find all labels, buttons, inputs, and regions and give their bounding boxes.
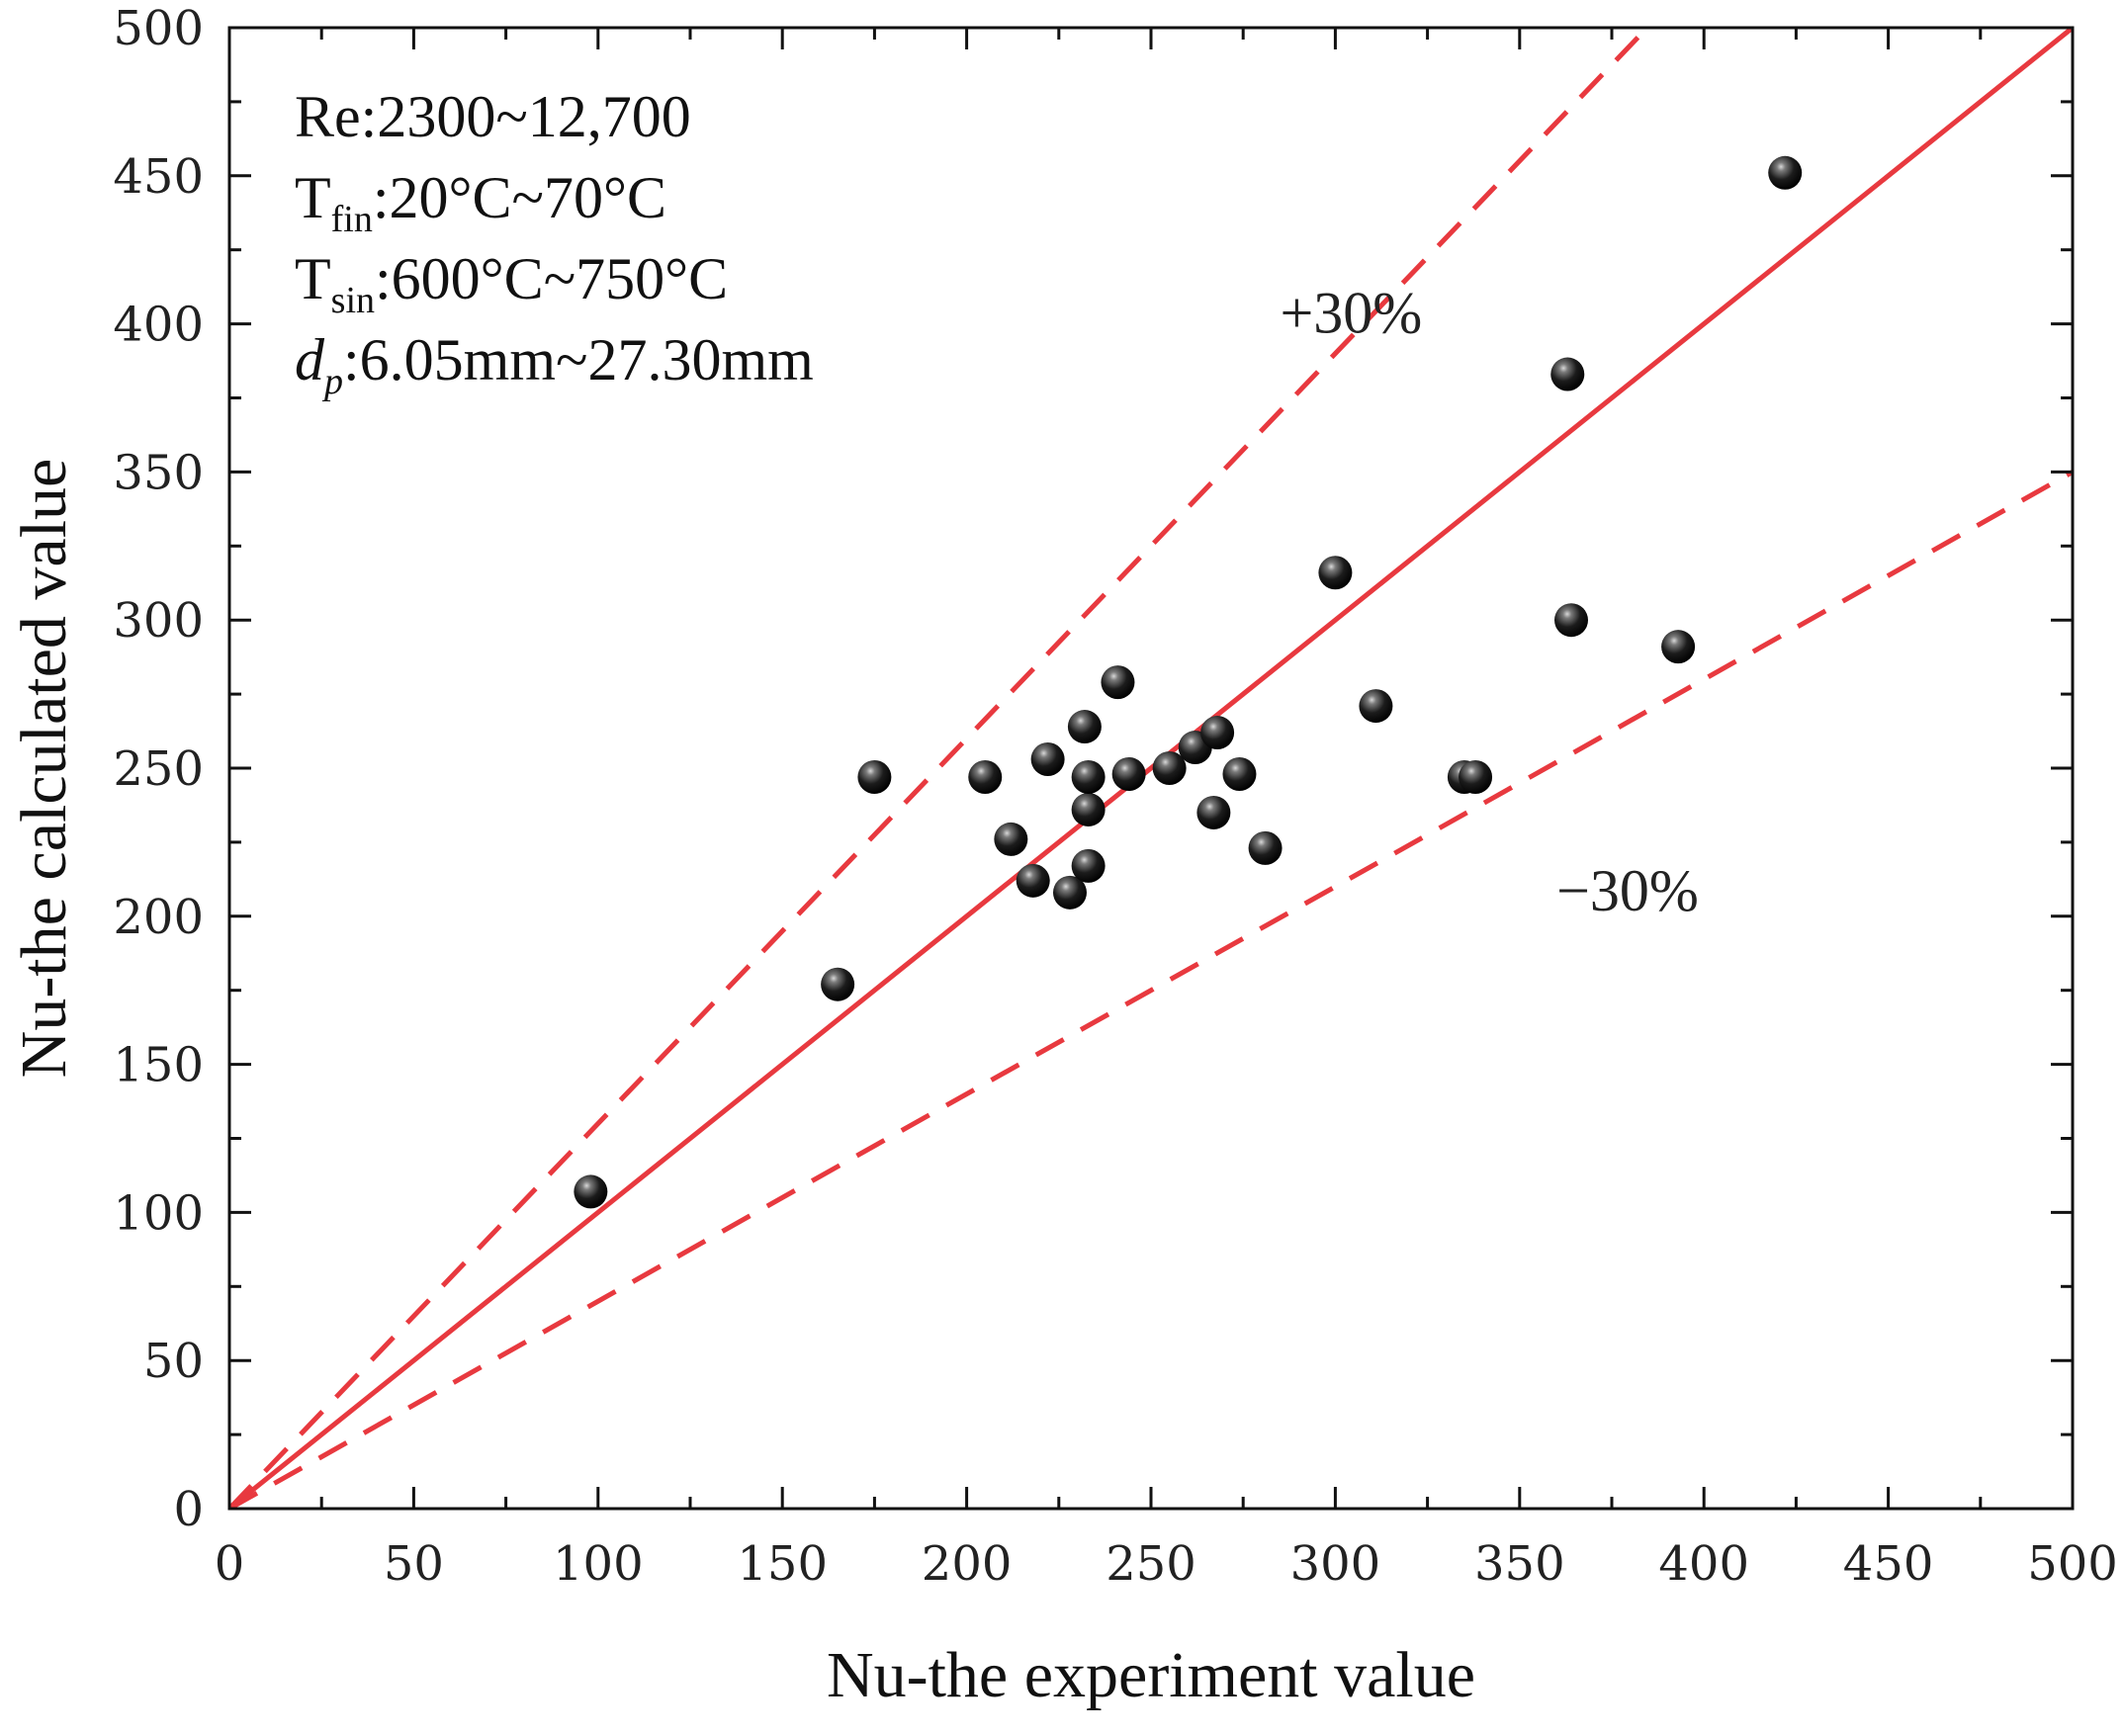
- info-line: Re:2300~12,700: [295, 84, 691, 149]
- data-point: [1248, 830, 1283, 865]
- x-tick-label: 200: [922, 1536, 1013, 1592]
- data-point: [1071, 792, 1106, 826]
- data-point: [1222, 756, 1257, 791]
- data-point: [1661, 630, 1696, 664]
- x-tick-label: 150: [737, 1536, 828, 1592]
- info-line-subscript: p: [321, 361, 343, 402]
- y-tick-label: 100: [113, 1185, 204, 1241]
- info-line-main: Re:2300~12,700: [295, 84, 691, 149]
- data-point: [1052, 875, 1087, 910]
- reference-line-parity: [229, 28, 2073, 1509]
- info-line: Tsin:600°C~750°C: [295, 246, 728, 321]
- annotation-label: +30%: [1280, 281, 1422, 346]
- x-axis: 0 50 100 150 200 250 300 350 400 450 500: [215, 28, 2118, 1592]
- data-point: [574, 1174, 608, 1209]
- data-point: [1071, 759, 1106, 794]
- data-point: [1111, 756, 1146, 791]
- reference-line-minus-30: [229, 470, 2073, 1509]
- y-tick-label: 400: [113, 298, 204, 353]
- x-tick-label: 450: [1843, 1536, 1934, 1592]
- info-line-main: T: [295, 165, 331, 230]
- data-point: [1768, 155, 1803, 190]
- annotations: +30% −30%: [1280, 281, 1698, 923]
- y-tick-label: 300: [113, 593, 204, 649]
- data-point: [994, 822, 1028, 856]
- x-tick-label: 100: [553, 1536, 644, 1592]
- data-point: [968, 759, 1003, 794]
- reference-line-plus-30: [229, 28, 1649, 1509]
- info-line-value: :20°C~70°C: [373, 165, 666, 230]
- y-tick-label: 250: [113, 741, 204, 797]
- info-line-main: T: [295, 246, 331, 311]
- data-point: [1200, 716, 1235, 750]
- data-point: [1101, 665, 1135, 700]
- y-axis: 0 50 100 150 200 250 300 350 400 450 500: [113, 1, 2073, 1537]
- y-tick-label: 150: [113, 1038, 204, 1093]
- x-tick-label: 400: [1658, 1536, 1749, 1592]
- data-point: [857, 759, 892, 794]
- data-point: [1359, 689, 1393, 724]
- y-tick-label: 200: [113, 890, 204, 945]
- data-point: [1196, 795, 1231, 829]
- info-line-subscript: fin: [331, 199, 373, 240]
- y-tick-label: 50: [143, 1334, 204, 1389]
- info-line-value: :6.05mm~27.30mm: [343, 327, 814, 392]
- x-tick-label: 50: [384, 1536, 444, 1592]
- x-tick-label: 350: [1474, 1536, 1565, 1592]
- data-point: [1459, 759, 1493, 794]
- x-tick-label: 300: [1290, 1536, 1381, 1592]
- info-line-main: d: [295, 327, 325, 392]
- data-point: [1550, 357, 1585, 391]
- x-tick-label: 500: [2027, 1536, 2118, 1592]
- info-line-value: :600°C~750°C: [375, 246, 728, 311]
- info-line: Tfin:20°C~70°C: [295, 165, 666, 240]
- data-points: [574, 155, 1803, 1209]
- annotation-label: −30%: [1556, 858, 1699, 923]
- x-tick-label: 0: [215, 1536, 245, 1592]
- y-tick-label: 350: [113, 445, 204, 500]
- data-point: [1030, 742, 1065, 777]
- reference-lines: [229, 28, 2073, 1509]
- data-point: [1071, 848, 1106, 883]
- data-point: [821, 967, 855, 1001]
- data-point: [1067, 710, 1102, 744]
- y-axis-title: Nu-the calculated value: [8, 459, 80, 1079]
- y-tick-label: 450: [113, 149, 204, 205]
- x-axis-title: Nu-the experiment value: [827, 1639, 1475, 1711]
- data-point: [1016, 863, 1050, 898]
- data-point: [1152, 751, 1187, 785]
- y-tick-label: 0: [173, 1482, 204, 1537]
- parameter-info: Re:2300~12,700Tfin:20°C~70°CTsin:600°C~7…: [295, 84, 814, 402]
- y-tick-label: 500: [113, 1, 204, 56]
- info-line-subscript: sin: [331, 280, 375, 321]
- info-line: dp:6.05mm~27.30mm: [295, 327, 814, 402]
- data-point: [1318, 556, 1353, 590]
- x-tick-label: 250: [1106, 1536, 1196, 1592]
- data-point: [1553, 603, 1588, 638]
